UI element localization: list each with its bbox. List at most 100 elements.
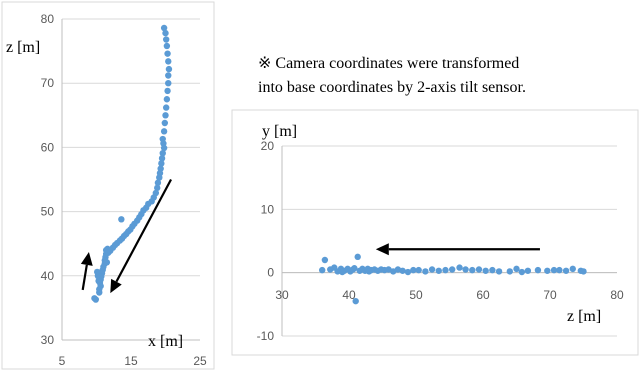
x-tick-label: 30 bbox=[275, 288, 289, 302]
y-tick-label: 30 bbox=[41, 333, 55, 347]
y-axis-title: z [m] bbox=[6, 39, 40, 56]
data-point bbox=[321, 256, 329, 264]
left-scatter-chart: 30 40 50 60 70 80 5 15 25 x [m] z [m] bbox=[6, 12, 207, 368]
data-point bbox=[94, 272, 102, 279]
data-point bbox=[365, 268, 373, 275]
data-point bbox=[165, 65, 173, 73]
data-point bbox=[580, 268, 587, 275]
x-tick-label: 80 bbox=[610, 288, 624, 302]
data-point bbox=[550, 266, 558, 274]
data-point bbox=[158, 160, 165, 167]
data-point bbox=[506, 268, 513, 275]
data-point bbox=[96, 289, 103, 296]
data-point bbox=[556, 266, 563, 274]
trajectory-arrow-down-shaft bbox=[115, 178, 172, 283]
data-point bbox=[354, 253, 361, 261]
data-point bbox=[118, 216, 125, 223]
data-point bbox=[163, 96, 171, 103]
right-chart-frame bbox=[231, 109, 639, 356]
data-point bbox=[489, 266, 496, 274]
data-point bbox=[513, 265, 520, 273]
data-point bbox=[462, 266, 469, 273]
y-tick-label: -10 bbox=[257, 329, 275, 343]
data-point bbox=[428, 266, 436, 273]
trajectory-arrow-up-head bbox=[80, 252, 93, 266]
data-point bbox=[161, 119, 169, 127]
left-chart-frame bbox=[1, 1, 215, 370]
data-point bbox=[162, 36, 170, 43]
data-point bbox=[162, 29, 169, 37]
x-tick-label: 25 bbox=[193, 354, 207, 368]
data-point bbox=[495, 268, 503, 275]
data-point bbox=[422, 268, 429, 275]
trajectory-arrow-down-head bbox=[110, 278, 122, 294]
data-point bbox=[162, 112, 169, 119]
data-point bbox=[159, 149, 166, 157]
data-point bbox=[339, 268, 346, 276]
data-point bbox=[163, 42, 171, 50]
x-tick-label: 50 bbox=[409, 288, 423, 302]
trajectory-arrow-up bbox=[80, 252, 93, 291]
data-point bbox=[442, 266, 449, 274]
data-point bbox=[482, 267, 489, 274]
direction-arrow-left bbox=[375, 243, 540, 256]
data-point bbox=[319, 266, 326, 274]
y-tick-label: 20 bbox=[261, 139, 275, 153]
data-point bbox=[154, 179, 162, 186]
data-point bbox=[156, 174, 163, 181]
data-point bbox=[103, 259, 111, 266]
x-tick-label: 5 bbox=[59, 354, 66, 368]
data-point bbox=[165, 72, 172, 79]
data-point bbox=[456, 264, 463, 271]
y-tick-label: 10 bbox=[261, 202, 275, 216]
x-tick-label: 40 bbox=[342, 288, 356, 302]
trajectory-arrow-down bbox=[110, 178, 172, 294]
data-point bbox=[562, 267, 570, 274]
data-point bbox=[327, 266, 334, 273]
y-axis-title: y [m] bbox=[262, 123, 297, 140]
data-point bbox=[534, 266, 542, 274]
note-line-1: ※ Camera coordinates were transformed bbox=[258, 55, 520, 72]
data-point bbox=[435, 267, 442, 274]
y-tick-label: 50 bbox=[41, 205, 55, 219]
data-point bbox=[95, 277, 102, 285]
note-line-2: into base coordinates by 2-axis tilt sen… bbox=[258, 79, 526, 96]
trajectory-arrow-up-shaft bbox=[81, 264, 88, 291]
data-point bbox=[415, 266, 422, 274]
data-point bbox=[524, 267, 532, 274]
data-point bbox=[518, 268, 526, 276]
data-point bbox=[399, 267, 406, 274]
x-tick-label: 15 bbox=[124, 354, 138, 368]
right-scatter-chart: -10 0 10 20 30 40 50 60 70 80 z [m] y [m] bbox=[257, 123, 624, 343]
y-tick-label: 0 bbox=[267, 266, 274, 280]
data-point bbox=[160, 24, 168, 32]
data-point bbox=[165, 80, 172, 87]
x-tick-label: 70 bbox=[543, 288, 557, 302]
y-tick-label: 70 bbox=[41, 76, 55, 90]
y-tick-label: 60 bbox=[41, 140, 55, 154]
data-point bbox=[448, 266, 456, 273]
x-axis-title: z [m] bbox=[567, 308, 601, 325]
data-point bbox=[160, 144, 168, 152]
data-point bbox=[544, 267, 551, 274]
data-point bbox=[165, 58, 172, 65]
annotation-note: ※ Camera coordinates were transformed in… bbox=[258, 52, 638, 100]
data-point bbox=[352, 297, 359, 305]
data-point bbox=[154, 184, 161, 192]
data-point bbox=[569, 265, 576, 273]
data-point bbox=[92, 296, 100, 303]
data-point bbox=[164, 50, 171, 57]
direction-arrow-left-head bbox=[375, 243, 389, 256]
data-point bbox=[351, 265, 358, 272]
data-point bbox=[160, 128, 168, 135]
x-tick-label: 60 bbox=[476, 288, 490, 302]
x-axis-title: x [m] bbox=[148, 333, 183, 350]
data-point bbox=[162, 104, 170, 111]
y-tick-label: 40 bbox=[41, 269, 55, 283]
y-tick-label: 80 bbox=[41, 12, 55, 26]
data-point bbox=[158, 155, 166, 162]
data-point bbox=[164, 87, 171, 95]
data-point bbox=[404, 268, 412, 276]
data-point bbox=[475, 266, 483, 273]
